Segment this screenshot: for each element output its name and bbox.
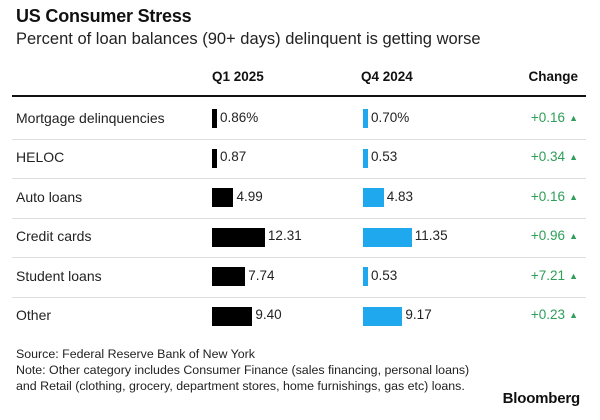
change-value: +0.34 ▲	[531, 149, 578, 164]
row-label: HELOC	[16, 149, 65, 166]
value-q4-2024: 0.53	[371, 267, 398, 283]
row-label: Credit cards	[16, 228, 92, 245]
row-divider	[12, 257, 586, 258]
value-q1-2025: 9.40	[255, 307, 282, 323]
value-q1-2025: 7.74	[248, 267, 275, 283]
value-q4-2024: 11.35	[414, 228, 448, 244]
bar-q4-2024	[363, 227, 412, 247]
bar-q1-2025	[212, 306, 253, 326]
change-value: +0.23 ▲	[531, 307, 578, 322]
value-q1-2025: 0.87	[220, 149, 247, 165]
footnote: Source: Federal Reserve Bank of New York…	[16, 346, 486, 394]
bar-q4-2024	[363, 188, 384, 208]
row-label: Auto loans	[16, 188, 83, 205]
header-divider	[12, 95, 586, 97]
change-value: +0.96 ▲	[531, 228, 578, 243]
change-text: +7.21	[530, 267, 566, 283]
bloomberg-logo: Bloomberg	[502, 390, 581, 407]
change-text: +0.16	[530, 109, 566, 125]
row-label: Mortgage delinquencies	[16, 109, 165, 126]
up-triangle-icon: ▲	[569, 112, 578, 123]
change-value: +7.21 ▲	[531, 268, 578, 283]
row-divider	[12, 217, 586, 219]
value-q4-2024: 0.70%	[371, 109, 410, 125]
up-triangle-icon: ▲	[569, 270, 578, 281]
row-label: Other	[16, 307, 52, 324]
row-divider	[12, 138, 586, 140]
change-text: +0.23	[530, 307, 566, 323]
bar-q4-2024	[363, 306, 403, 326]
chart-subtitle: Percent of loan balances (90+ days) deli…	[16, 30, 481, 48]
category-note: Note: Other category includes Consumer F…	[16, 363, 470, 393]
bar-q4-2024	[363, 148, 368, 168]
change-value: +0.16 ▲	[531, 189, 578, 204]
change-text: +0.16	[530, 188, 566, 204]
up-triangle-icon: ▲	[569, 231, 578, 242]
row-divider	[12, 296, 586, 298]
bar-q4-2024	[363, 109, 368, 129]
bar-q1-2025	[212, 227, 265, 247]
change-text: +0.96	[530, 228, 566, 244]
column-header-q1-2025: Q1 2025	[212, 69, 264, 84]
bar-q1-2025	[212, 188, 234, 208]
chart-title: US Consumer Stress	[16, 6, 192, 26]
up-triangle-icon: ▲	[569, 310, 578, 321]
value-q4-2024: 9.17	[405, 307, 432, 323]
bar-q1-2025	[212, 148, 217, 168]
value-q1-2025: 4.99	[236, 188, 263, 204]
change-text: +0.34	[530, 149, 566, 165]
column-header-q4-2024: Q4 2024	[361, 69, 413, 84]
value-q1-2025: 0.86%	[220, 109, 259, 125]
value-q1-2025: 12.31	[267, 228, 302, 244]
value-q4-2024: 4.83	[386, 188, 414, 204]
source-note: Source: Federal Reserve Bank of New York	[16, 347, 255, 361]
bar-q1-2025	[212, 109, 217, 129]
up-triangle-icon: ▲	[569, 152, 578, 163]
bar-q1-2025	[212, 267, 246, 287]
row-divider	[12, 178, 586, 179]
row-label: Student loans	[16, 267, 102, 284]
change-value: +0.16 ▲	[531, 110, 578, 125]
up-triangle-icon: ▲	[569, 191, 578, 202]
bar-q4-2024	[363, 267, 368, 287]
column-header-change: Change	[528, 69, 578, 84]
value-q4-2024: 0.53	[371, 149, 398, 165]
